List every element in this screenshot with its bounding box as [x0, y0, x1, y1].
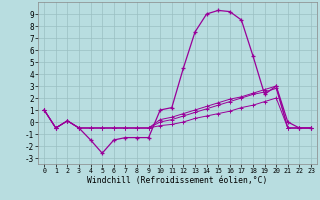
X-axis label: Windchill (Refroidissement éolien,°C): Windchill (Refroidissement éolien,°C) — [87, 176, 268, 185]
